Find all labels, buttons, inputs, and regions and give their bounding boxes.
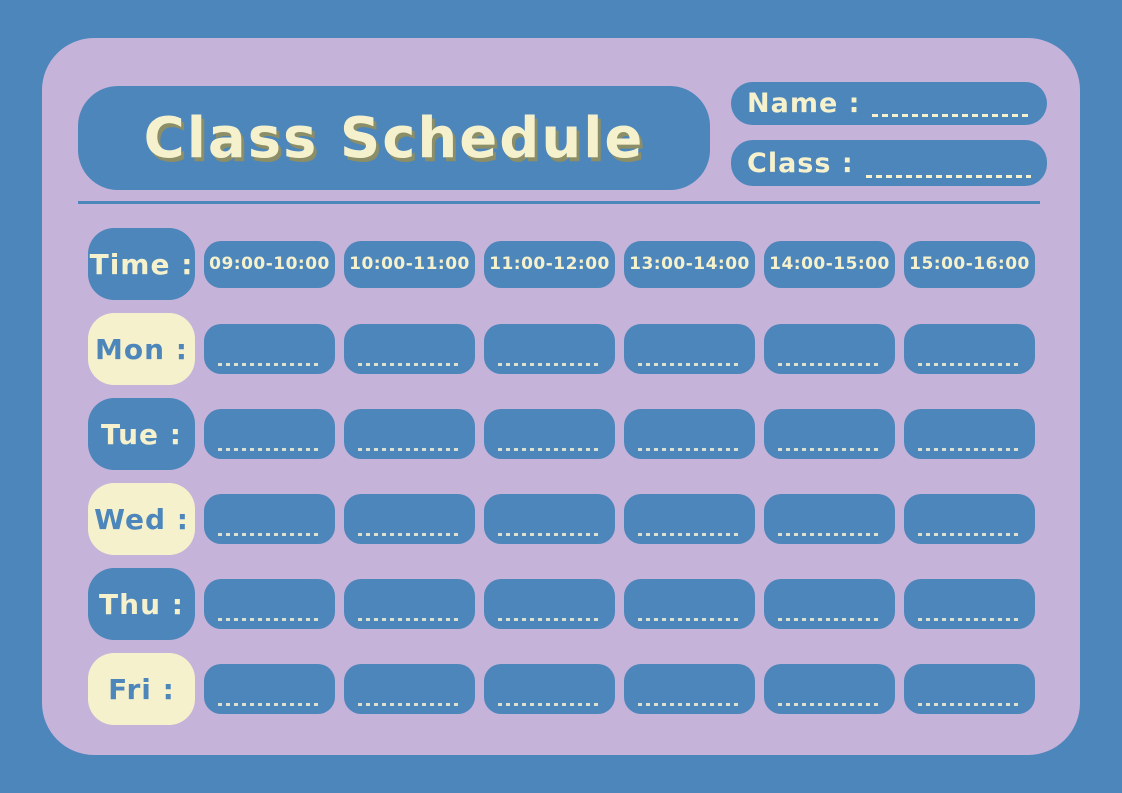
blank-write-line [778, 703, 881, 706]
blank-write-line [778, 363, 881, 366]
schedule-cell[interactable] [904, 664, 1035, 714]
schedule-cell[interactable] [764, 579, 895, 629]
day-cell-list [204, 324, 1035, 374]
blank-write-line [638, 533, 741, 536]
schedule-cell[interactable] [204, 664, 335, 714]
page-title: Class Schedule [143, 105, 645, 171]
blank-write-line [778, 448, 881, 451]
schedule-cell[interactable] [204, 409, 335, 459]
schedule-cell[interactable] [624, 324, 755, 374]
blank-write-line [218, 363, 321, 366]
schedule-cell[interactable] [484, 494, 615, 544]
schedule-cell[interactable] [764, 494, 895, 544]
schedule-cell[interactable] [624, 409, 755, 459]
blank-write-line [778, 618, 881, 621]
schedule-cell[interactable] [204, 494, 335, 544]
day-row-wed: Wed : [88, 483, 1035, 555]
blank-write-line [498, 703, 601, 706]
day-label: Wed : [88, 483, 195, 555]
time-row: Time : 09:00-10:00 10:00-11:00 11:00-12:00… [88, 228, 1035, 300]
name-field: Name : [731, 82, 1047, 125]
schedule-cell[interactable] [344, 664, 475, 714]
schedule-cell[interactable] [904, 579, 1035, 629]
time-slot-chip: 10:00-11:00 [344, 240, 475, 288]
name-input-line[interactable] [872, 114, 1031, 117]
blank-write-line [218, 533, 321, 536]
time-slot-chip: 13:00-14:00 [624, 240, 755, 288]
schedule-cell[interactable] [344, 324, 475, 374]
schedule-cell[interactable] [764, 324, 895, 374]
blank-write-line [498, 618, 601, 621]
blank-write-line [358, 363, 461, 366]
day-label: Thu : [88, 568, 195, 640]
title-banner: Class Schedule [78, 86, 710, 190]
schedule-cell[interactable] [624, 494, 755, 544]
day-label: Tue : [88, 398, 195, 470]
time-slot-chip: 11:00-12:00 [484, 240, 615, 288]
blank-write-line [358, 533, 461, 536]
schedule-cell[interactable] [904, 494, 1035, 544]
blank-write-line [358, 618, 461, 621]
schedule-cell[interactable] [764, 664, 895, 714]
blank-write-line [358, 448, 461, 451]
blank-write-line [218, 703, 321, 706]
day-row-mon: Mon : [88, 313, 1035, 385]
blank-write-line [498, 363, 601, 366]
day-label: Fri : [88, 653, 195, 725]
class-field: Class : [731, 140, 1047, 186]
schedule-cell[interactable] [624, 664, 755, 714]
schedule-cell[interactable] [484, 324, 615, 374]
day-cell-list [204, 409, 1035, 459]
schedule-cell[interactable] [344, 579, 475, 629]
time-header-label: Time : [88, 228, 195, 300]
blank-write-line [778, 533, 881, 536]
blank-write-line [918, 703, 1021, 706]
blank-write-line [638, 448, 741, 451]
schedule-cell[interactable] [344, 494, 475, 544]
schedule-grid: Time : 09:00-10:00 10:00-11:00 11:00-12:00… [88, 228, 1035, 738]
day-row-tue: Tue : [88, 398, 1035, 470]
header-divider [78, 201, 1040, 204]
schedule-cell[interactable] [764, 409, 895, 459]
time-slot-chip: 09:00-10:00 [204, 240, 335, 288]
schedule-cell[interactable] [344, 409, 475, 459]
blank-write-line [638, 703, 741, 706]
schedule-cell[interactable] [204, 579, 335, 629]
day-label: Mon : [88, 313, 195, 385]
schedule-cell[interactable] [904, 409, 1035, 459]
schedule-cell[interactable] [484, 409, 615, 459]
day-cell-list [204, 579, 1035, 629]
blank-write-line [918, 448, 1021, 451]
schedule-card: Class Schedule Name : Class : Time : 09:… [42, 38, 1080, 755]
day-row-thu: Thu : [88, 568, 1035, 640]
blank-write-line [498, 448, 601, 451]
day-cell-list [204, 494, 1035, 544]
blank-write-line [918, 363, 1021, 366]
time-slot-list: 09:00-10:00 10:00-11:00 11:00-12:00 13:00-1… [204, 240, 1035, 288]
blank-write-line [918, 618, 1021, 621]
time-slot-chip: 15:00-16:00 [904, 240, 1035, 288]
name-label: Name : [747, 88, 861, 119]
blank-write-line [918, 533, 1021, 536]
blank-write-line [498, 533, 601, 536]
schedule-cell[interactable] [904, 324, 1035, 374]
blank-write-line [218, 618, 321, 621]
day-row-fri: Fri : [88, 653, 1035, 725]
day-cell-list [204, 664, 1035, 714]
class-label: Class : [747, 147, 854, 179]
class-input-line[interactable] [865, 175, 1031, 178]
blank-write-line [638, 363, 741, 366]
blank-write-line [218, 448, 321, 451]
blank-write-line [638, 618, 741, 621]
schedule-cell[interactable] [624, 579, 755, 629]
time-slot-chip: 14:00-15:00 [764, 240, 895, 288]
schedule-cell[interactable] [484, 579, 615, 629]
blank-write-line [358, 703, 461, 706]
schedule-cell[interactable] [484, 664, 615, 714]
schedule-cell[interactable] [204, 324, 335, 374]
